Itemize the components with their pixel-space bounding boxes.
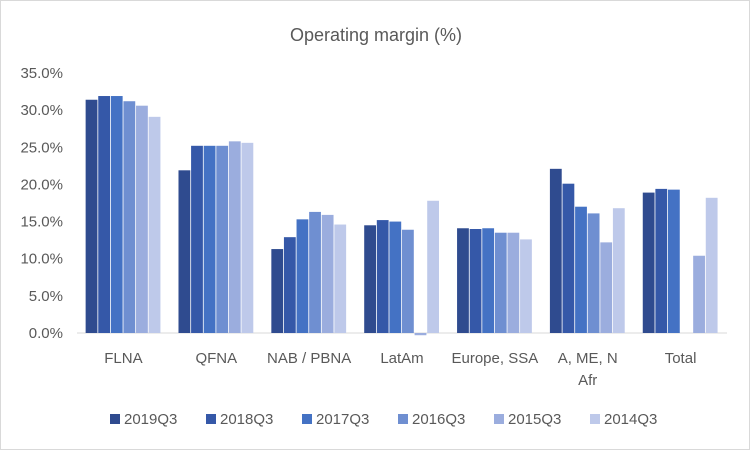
y-tick-label: 0.0% [29, 325, 63, 342]
bar [587, 213, 600, 333]
bar [414, 333, 427, 336]
legend-label: 2017Q3 [316, 411, 369, 428]
bar [296, 219, 309, 333]
bar [402, 229, 414, 333]
category-labels: FLNA QFNA NAB / PBNA LatAm Europe, SSA A, ME,… [104, 350, 696, 389]
bar [85, 99, 98, 334]
bar [549, 168, 562, 333]
category-label: Europe, SSA [451, 350, 538, 367]
bar [334, 224, 347, 333]
y-tick-label: 25.0% [20, 139, 63, 156]
category-label: Afr [578, 372, 597, 389]
bar [123, 101, 136, 333]
legend-swatch [302, 414, 312, 424]
bar [98, 96, 111, 333]
bar [376, 220, 389, 333]
bar [427, 200, 439, 333]
bar [309, 211, 321, 333]
legend-swatch [398, 414, 408, 424]
bar [667, 189, 680, 333]
bar [241, 142, 254, 333]
category-label: LatAm [380, 350, 423, 367]
y-tick-label: 20.0% [20, 176, 63, 193]
category-label: FLNA [104, 350, 142, 367]
bar [612, 208, 625, 333]
legend-swatch [494, 414, 504, 424]
bar [482, 228, 495, 333]
bar [216, 145, 229, 333]
legend-swatch [590, 414, 600, 424]
bar [364, 225, 376, 333]
bar [520, 239, 532, 333]
bar [693, 255, 705, 333]
bar [494, 232, 507, 333]
legend-swatch [110, 414, 120, 424]
y-tick-label: 5.0% [29, 288, 63, 305]
bar [469, 229, 482, 333]
bar [136, 105, 148, 333]
category-label: NAB / PBNA [267, 350, 351, 367]
y-tick-label: 10.0% [20, 251, 63, 268]
category-label: QFNA [195, 350, 237, 367]
bar [148, 116, 161, 333]
legend-swatch [206, 414, 216, 424]
legend-label: 2019Q3 [124, 411, 177, 428]
category-label: Total [665, 350, 697, 367]
bar [507, 232, 520, 333]
category-label: A, ME, N [558, 350, 618, 367]
legend: 2019Q3 2018Q3 2017Q3 2016Q3 2015Q3 2014Q3 [110, 411, 657, 428]
bar [110, 96, 123, 333]
bar [575, 206, 587, 333]
bar [389, 221, 402, 333]
bar [705, 197, 718, 333]
bar [178, 170, 191, 333]
legend-label: 2015Q3 [508, 411, 561, 428]
legend-label: 2018Q3 [220, 411, 273, 428]
y-axis-ticks: 0.0% 5.0% 10.0% 15.0% 20.0% 25.0% 30.0% 35.0% [20, 65, 63, 342]
bar [228, 141, 241, 333]
y-tick-label: 15.0% [20, 214, 63, 231]
bar [600, 242, 613, 333]
bar [562, 183, 575, 333]
bar [283, 237, 296, 333]
bar [203, 145, 216, 333]
chart-title: Operating margin (%) [290, 25, 462, 45]
legend-label: 2014Q3 [604, 411, 657, 428]
bar [191, 145, 203, 333]
bar [321, 214, 334, 333]
bar [271, 249, 284, 333]
legend-label: 2016Q3 [412, 411, 465, 428]
bar [655, 188, 668, 333]
bar [642, 192, 655, 333]
y-tick-label: 30.0% [20, 102, 63, 119]
bar [457, 228, 469, 333]
y-tick-label: 35.0% [20, 65, 63, 82]
bars [85, 96, 718, 336]
